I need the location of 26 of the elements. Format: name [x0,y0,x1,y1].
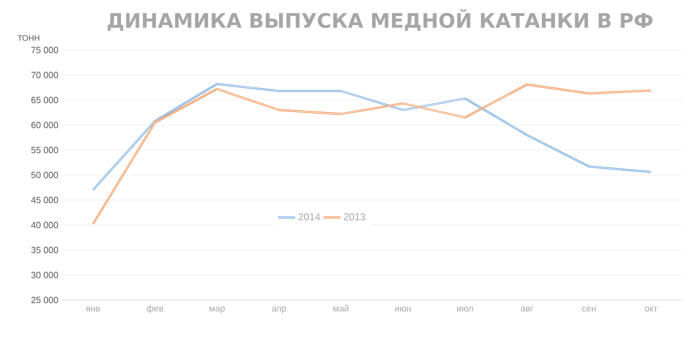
x-tick-label: апр [272,306,286,314]
x-tick-label: авг [520,306,534,312]
line-series [92,84,652,225]
x-tick-label: сен [582,306,596,312]
y-tick-label: 25 000 [31,296,58,304]
x-tick-label: янв [86,306,100,312]
x-tick-label: окт [644,306,658,312]
x-tick-label: июн [395,306,411,312]
x-tick-label: июл [457,306,473,312]
y-tick-label: 55 000 [31,146,58,154]
x-tick-label: фев [146,304,164,314]
chart-title: ДИНАМИКА ВЫПУСКА МЕДНОЙ КАТАНКИ В РФ [108,9,652,31]
y-tick-label: 60 000 [31,122,58,128]
y-tick-label: 70 000 [31,72,58,78]
y-axis-title: ТОНН [18,35,40,41]
legend-label: 2014 [298,213,320,220]
y-tick-label: 65 000 [31,96,58,104]
legend-label: 2013 [344,213,366,220]
y-tick-label: 50 000 [31,172,58,178]
y-tick-label: 35 000 [31,246,58,254]
y-tick-label: 30 000 [31,272,58,278]
y-tick-label: 75 000 [31,46,58,54]
y-tick-label: 45 000 [31,196,58,204]
x-tick-label: мар [210,306,225,314]
y-tick-label: 40 000 [31,222,58,228]
x-tick-label: май [334,304,348,312]
